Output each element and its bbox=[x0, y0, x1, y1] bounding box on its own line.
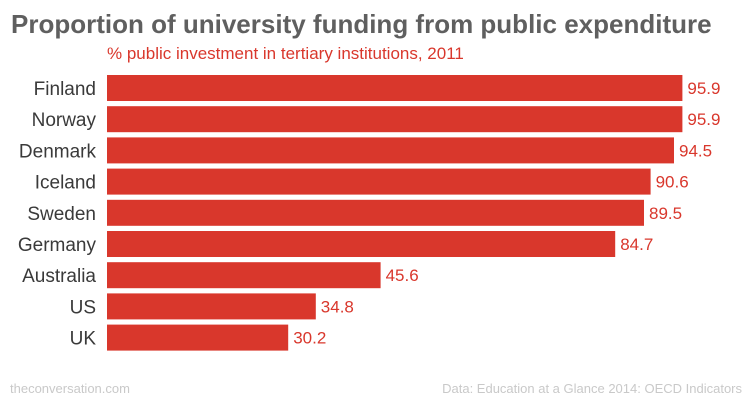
data-source: Data: Education at a Glance 2014: OECD I… bbox=[442, 381, 742, 396]
chart-title: Proportion of university funding from pu… bbox=[11, 9, 712, 39]
category-label-sweden: Sweden bbox=[27, 204, 96, 225]
value-label-finland: 95.9 bbox=[687, 79, 720, 98]
category-label-us: US bbox=[70, 297, 96, 318]
value-label-us: 34.8 bbox=[321, 297, 354, 316]
chart-subtitle: % public investment in tertiary institut… bbox=[107, 44, 464, 63]
category-label-denmark: Denmark bbox=[19, 141, 97, 162]
value-label-australia: 45.6 bbox=[386, 266, 419, 285]
bar-finland bbox=[107, 75, 683, 101]
bar-iceland bbox=[107, 168, 651, 195]
value-label-uk: 30.2 bbox=[293, 329, 326, 348]
category-label-norway: Norway bbox=[32, 110, 97, 131]
bar-germany bbox=[107, 231, 616, 257]
bar-denmark bbox=[107, 137, 674, 164]
category-label-iceland: Iceland bbox=[35, 173, 96, 194]
value-label-norway: 95.9 bbox=[687, 110, 720, 129]
bar-sweden bbox=[107, 199, 644, 226]
category-label-australia: Australia bbox=[22, 266, 96, 287]
bar-us bbox=[107, 293, 316, 320]
value-label-sweden: 89.5 bbox=[649, 204, 682, 223]
value-label-denmark: 94.5 bbox=[679, 141, 712, 160]
value-label-iceland: 90.6 bbox=[656, 173, 689, 192]
category-label-finland: Finland bbox=[34, 79, 96, 100]
bar-uk bbox=[107, 324, 289, 351]
category-label-uk: UK bbox=[70, 329, 97, 350]
bar-norway bbox=[107, 106, 683, 133]
category-label-germany: Germany bbox=[18, 235, 97, 256]
bar-australia bbox=[107, 262, 381, 289]
source-site: theconversation.com bbox=[10, 381, 130, 396]
value-label-germany: 84.7 bbox=[620, 235, 653, 254]
